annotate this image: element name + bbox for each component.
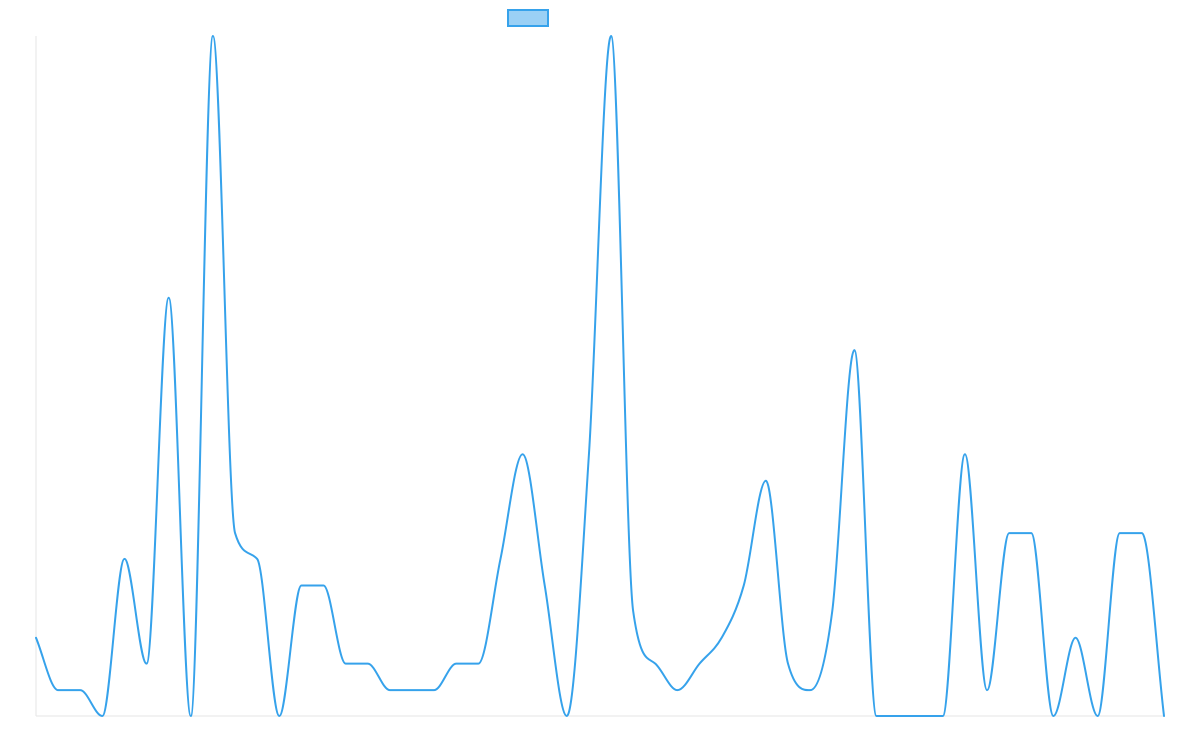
data-point-3[interactable] <box>99 713 105 719</box>
data-point-0[interactable] <box>33 635 39 641</box>
data-point-40[interactable] <box>918 713 924 719</box>
data-point-11[interactable] <box>276 713 282 719</box>
data-point-15[interactable] <box>365 661 371 667</box>
data-point-38[interactable] <box>873 713 879 719</box>
data-point-43[interactable] <box>984 687 990 693</box>
data-point-28[interactable] <box>652 661 658 667</box>
data-point-47[interactable] <box>1073 635 1079 641</box>
data-point-2[interactable] <box>77 687 83 693</box>
data-point-6[interactable] <box>166 295 172 301</box>
data-point-13[interactable] <box>321 582 327 588</box>
data-point-19[interactable] <box>453 661 459 667</box>
data-point-8[interactable] <box>210 33 216 39</box>
data-point-42[interactable] <box>962 451 968 457</box>
data-point-33[interactable] <box>763 478 769 484</box>
data-point-22[interactable] <box>520 451 526 457</box>
data-point-17[interactable] <box>409 687 415 693</box>
data-point-51[interactable] <box>1161 713 1167 719</box>
data-point-7[interactable] <box>188 713 194 719</box>
data-point-10[interactable] <box>254 556 260 562</box>
data-point-27[interactable] <box>630 608 636 614</box>
data-point-12[interactable] <box>298 582 304 588</box>
data-point-36[interactable] <box>829 608 835 614</box>
series-line-0 <box>35 35 1165 717</box>
data-point-16[interactable] <box>387 687 393 693</box>
data-point-25[interactable] <box>586 451 592 457</box>
data-point-4[interactable] <box>121 556 127 562</box>
data-point-50[interactable] <box>1139 530 1145 536</box>
data-point-26[interactable] <box>608 33 614 39</box>
data-point-24[interactable] <box>564 713 570 719</box>
data-point-39[interactable] <box>896 713 902 719</box>
data-point-34[interactable] <box>785 661 791 667</box>
data-point-29[interactable] <box>674 687 680 693</box>
data-point-48[interactable] <box>1095 713 1101 719</box>
data-point-9[interactable] <box>232 530 238 536</box>
data-point-31[interactable] <box>719 635 725 641</box>
data-point-18[interactable] <box>431 687 437 693</box>
legend-swatch[interactable] <box>507 9 549 27</box>
data-point-45[interactable] <box>1028 530 1034 536</box>
legend[interactable] <box>507 9 549 27</box>
data-point-49[interactable] <box>1117 530 1123 536</box>
series-group <box>33 33 1167 719</box>
data-point-37[interactable] <box>851 347 857 353</box>
data-point-21[interactable] <box>497 556 503 562</box>
data-point-23[interactable] <box>542 582 548 588</box>
data-point-32[interactable] <box>741 582 747 588</box>
data-point-14[interactable] <box>343 661 349 667</box>
data-point-1[interactable] <box>55 687 61 693</box>
data-point-20[interactable] <box>475 661 481 667</box>
data-point-5[interactable] <box>144 661 150 667</box>
data-point-30[interactable] <box>697 661 703 667</box>
data-point-46[interactable] <box>1050 713 1056 719</box>
data-point-41[interactable] <box>940 713 946 719</box>
data-point-44[interactable] <box>1006 530 1012 536</box>
data-point-35[interactable] <box>807 687 813 693</box>
